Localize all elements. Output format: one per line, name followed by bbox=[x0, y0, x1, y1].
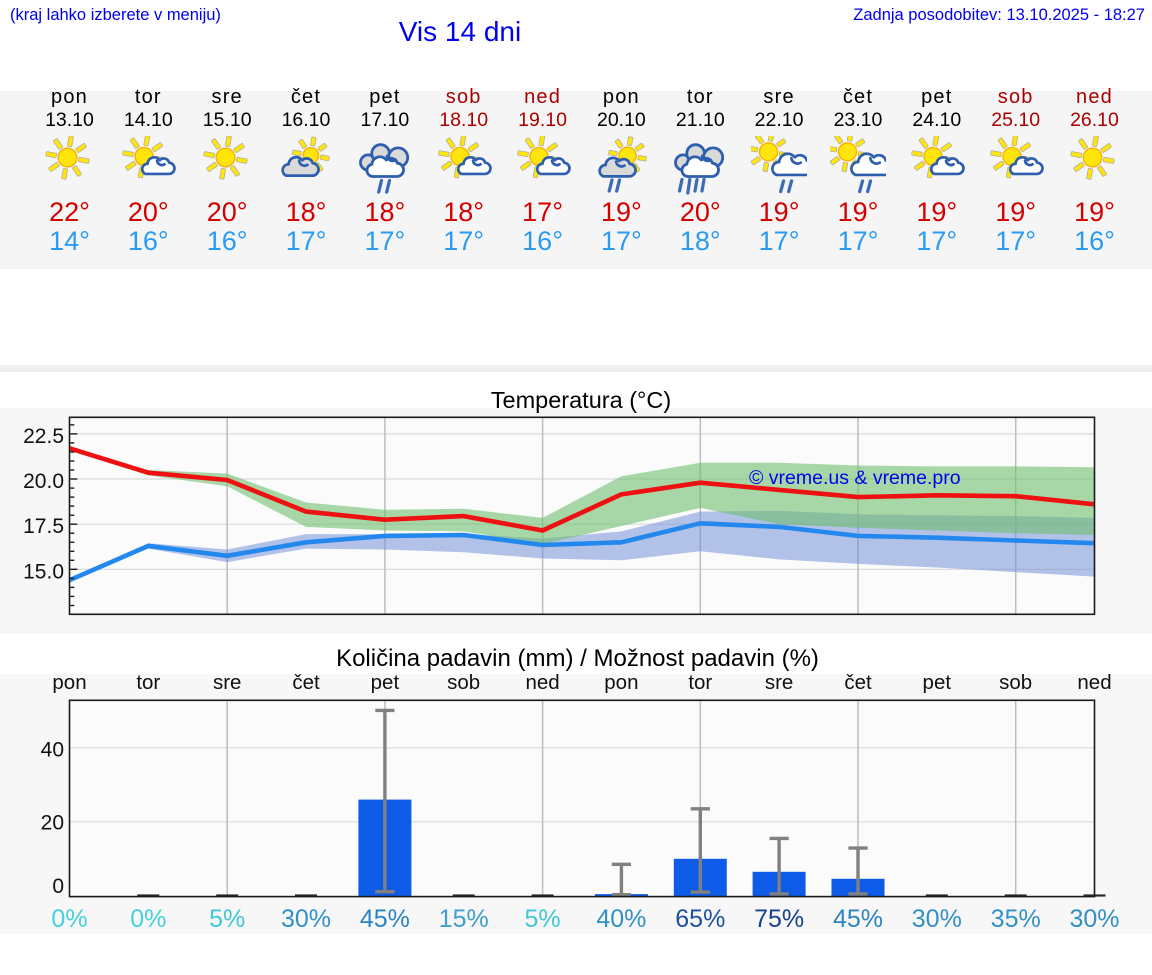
svg-text:45%: 45% bbox=[833, 905, 883, 933]
svg-text:čet: čet bbox=[292, 674, 320, 694]
svg-text:35%: 35% bbox=[991, 905, 1041, 933]
svg-text:40%: 40% bbox=[596, 905, 646, 933]
svg-text:45%: 45% bbox=[360, 905, 410, 933]
svg-text:tor: tor bbox=[136, 674, 160, 694]
svg-text:čet: čet bbox=[844, 674, 872, 694]
svg-text:75%: 75% bbox=[754, 905, 804, 933]
svg-text:sre: sre bbox=[765, 674, 793, 694]
svg-text:5%: 5% bbox=[209, 905, 245, 933]
svg-text:20.0: 20.0 bbox=[23, 470, 64, 493]
svg-text:20: 20 bbox=[41, 812, 64, 835]
svg-text:© vreme.us & vreme.pro: © vreme.us & vreme.pro bbox=[749, 467, 961, 489]
svg-text:tor: tor bbox=[688, 674, 712, 694]
svg-text:0%: 0% bbox=[130, 905, 166, 933]
svg-text:sre: sre bbox=[213, 674, 241, 694]
svg-text:0%: 0% bbox=[51, 905, 87, 933]
svg-text:15.0: 15.0 bbox=[23, 560, 64, 583]
svg-text:pet: pet bbox=[923, 674, 952, 694]
svg-text:sob: sob bbox=[447, 674, 480, 694]
svg-text:5%: 5% bbox=[525, 905, 561, 933]
svg-text:ned: ned bbox=[525, 674, 559, 694]
svg-text:22.5: 22.5 bbox=[23, 425, 64, 448]
svg-text:30%: 30% bbox=[1069, 905, 1119, 933]
svg-text:sob: sob bbox=[999, 674, 1032, 694]
svg-text:ned: ned bbox=[1077, 674, 1111, 694]
svg-text:0: 0 bbox=[52, 875, 64, 898]
svg-text:15%: 15% bbox=[439, 905, 489, 933]
svg-text:65%: 65% bbox=[675, 905, 725, 933]
svg-text:pon: pon bbox=[604, 674, 638, 694]
svg-text:30%: 30% bbox=[281, 905, 331, 933]
svg-text:30%: 30% bbox=[912, 905, 962, 933]
svg-text:pon: pon bbox=[52, 674, 86, 694]
svg-text:40: 40 bbox=[41, 739, 64, 762]
svg-text:17.5: 17.5 bbox=[23, 515, 64, 538]
svg-text:pet: pet bbox=[371, 674, 400, 694]
